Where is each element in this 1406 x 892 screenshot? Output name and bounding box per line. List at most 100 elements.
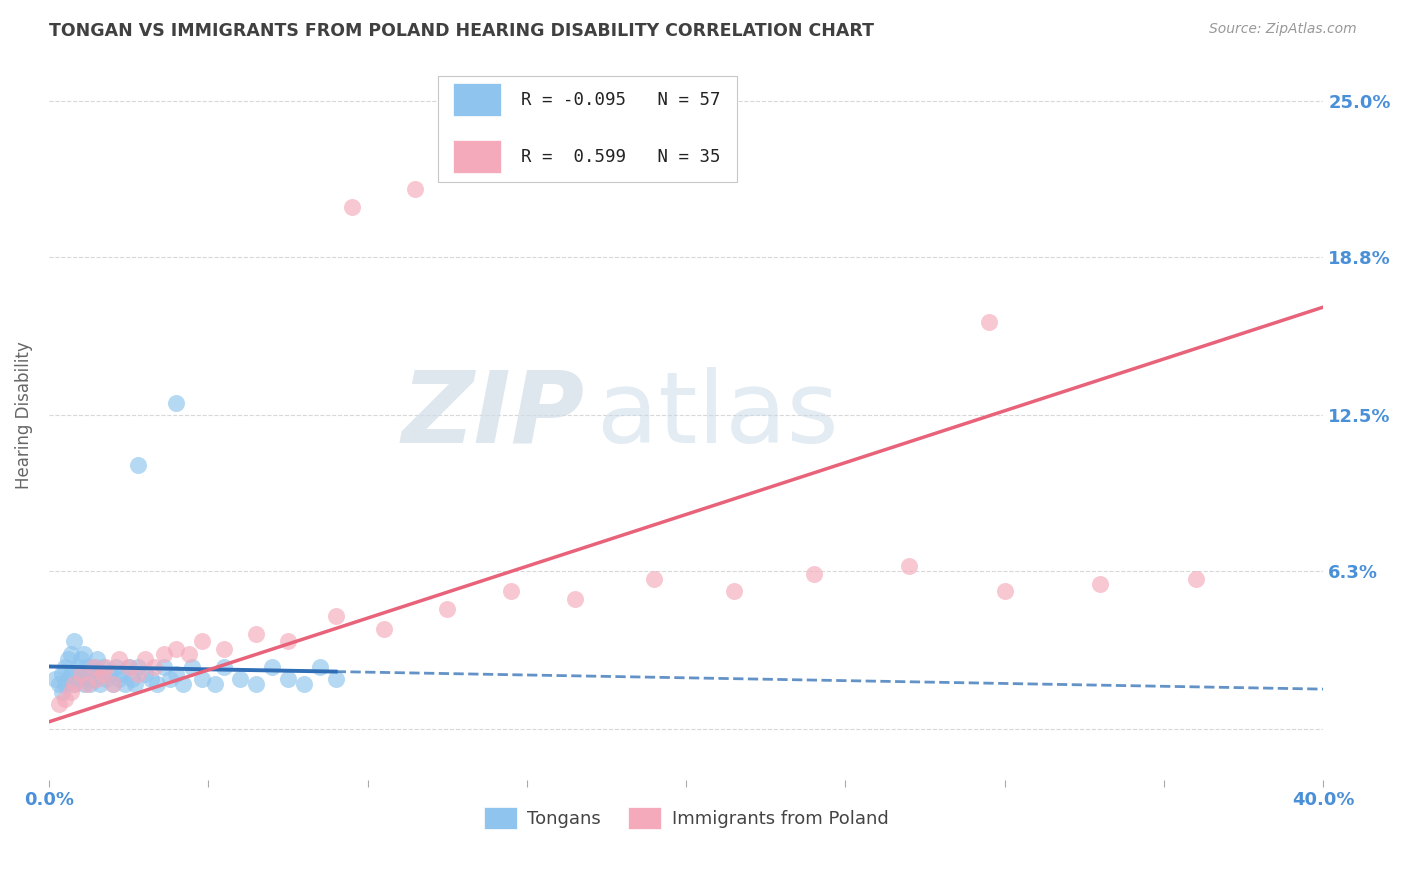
Point xyxy=(499,584,522,599)
Point xyxy=(83,659,105,673)
Point xyxy=(101,677,124,691)
Point xyxy=(60,647,83,661)
Point xyxy=(308,659,330,673)
Legend: Tongans, Immigrants from Poland: Tongans, Immigrants from Poland xyxy=(477,800,896,836)
Point xyxy=(165,667,187,681)
Point xyxy=(89,677,111,691)
Point xyxy=(373,622,395,636)
Point xyxy=(159,672,181,686)
Point xyxy=(803,566,825,581)
Point xyxy=(277,634,299,648)
Text: atlas: atlas xyxy=(598,367,838,464)
Point xyxy=(79,667,101,681)
Point xyxy=(91,667,114,681)
Point xyxy=(83,659,105,673)
Point xyxy=(134,652,156,666)
Point xyxy=(139,672,162,686)
Point xyxy=(564,591,586,606)
Point xyxy=(48,677,70,691)
Point xyxy=(404,182,426,196)
Point xyxy=(1090,576,1112,591)
Point xyxy=(152,659,174,673)
Point xyxy=(51,667,73,681)
Point xyxy=(143,659,166,673)
Point xyxy=(44,672,66,686)
Point xyxy=(325,672,347,686)
Point xyxy=(1185,572,1208,586)
Text: R =  0.599   N = 35: R = 0.599 N = 35 xyxy=(520,148,720,166)
Point xyxy=(172,677,194,691)
Point xyxy=(643,572,665,586)
Point xyxy=(69,667,91,681)
Y-axis label: Hearing Disability: Hearing Disability xyxy=(15,342,32,489)
Point xyxy=(277,672,299,686)
Point xyxy=(69,652,91,666)
Point xyxy=(165,395,187,409)
Point xyxy=(117,659,139,673)
Text: ZIP: ZIP xyxy=(401,367,585,464)
Point xyxy=(111,667,134,681)
Point xyxy=(51,684,73,698)
FancyBboxPatch shape xyxy=(453,84,502,116)
Point xyxy=(79,677,101,691)
Point xyxy=(66,672,89,686)
Point xyxy=(191,634,214,648)
Point xyxy=(63,634,86,648)
Point xyxy=(56,652,79,666)
Point xyxy=(723,584,745,599)
Point xyxy=(108,672,131,686)
FancyBboxPatch shape xyxy=(437,76,737,182)
Point xyxy=(977,315,1000,329)
Point xyxy=(146,677,169,691)
Point xyxy=(98,667,121,681)
Point xyxy=(134,667,156,681)
Point xyxy=(212,641,235,656)
Point xyxy=(53,692,76,706)
Point xyxy=(179,647,201,661)
Point xyxy=(229,672,252,686)
Point xyxy=(204,677,226,691)
Point xyxy=(63,677,86,691)
Point xyxy=(69,667,91,681)
Point xyxy=(260,659,283,673)
FancyBboxPatch shape xyxy=(453,140,502,173)
Point xyxy=(994,584,1017,599)
Point xyxy=(212,659,235,673)
Point xyxy=(108,652,131,666)
Point xyxy=(76,677,98,691)
Point xyxy=(86,667,108,681)
Text: Source: ZipAtlas.com: Source: ZipAtlas.com xyxy=(1209,22,1357,37)
Point xyxy=(60,667,83,681)
Point xyxy=(117,659,139,673)
Point xyxy=(73,677,96,691)
Point xyxy=(48,697,70,711)
Point xyxy=(436,601,458,615)
Point xyxy=(114,677,136,691)
Point xyxy=(60,684,83,698)
Point xyxy=(127,667,149,681)
Text: R = -0.095   N = 57: R = -0.095 N = 57 xyxy=(520,91,720,109)
Text: TONGAN VS IMMIGRANTS FROM POLAND HEARING DISABILITY CORRELATION CHART: TONGAN VS IMMIGRANTS FROM POLAND HEARING… xyxy=(49,22,875,40)
Point xyxy=(292,677,315,691)
Point xyxy=(245,677,267,691)
Point xyxy=(86,652,108,666)
Point xyxy=(245,627,267,641)
Point xyxy=(96,659,118,673)
Point xyxy=(86,672,108,686)
Point xyxy=(76,672,98,686)
Point xyxy=(76,659,98,673)
Point xyxy=(165,641,187,656)
Point xyxy=(56,672,79,686)
Point xyxy=(325,609,347,624)
Point xyxy=(53,677,76,691)
Point xyxy=(127,659,149,673)
Point xyxy=(124,677,146,691)
Point xyxy=(101,677,124,691)
Point xyxy=(104,659,127,673)
Point xyxy=(53,659,76,673)
Point xyxy=(63,677,86,691)
Point xyxy=(66,659,89,673)
Point xyxy=(152,647,174,661)
Point xyxy=(340,200,363,214)
Point xyxy=(91,659,114,673)
